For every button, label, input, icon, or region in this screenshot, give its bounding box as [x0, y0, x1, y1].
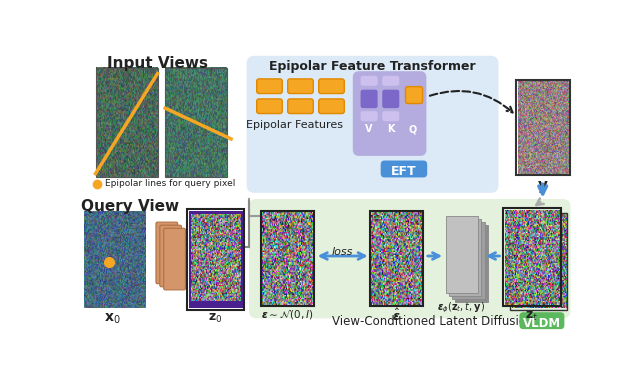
FancyBboxPatch shape — [406, 87, 422, 104]
Bar — [187, 209, 244, 310]
FancyBboxPatch shape — [353, 71, 426, 156]
Bar — [260, 211, 314, 306]
Bar — [446, 216, 478, 293]
FancyBboxPatch shape — [360, 90, 378, 108]
Bar — [370, 211, 423, 306]
Text: $\mathbf{x}_0$: $\mathbf{x}_0$ — [104, 312, 121, 326]
Bar — [189, 211, 243, 308]
Bar — [165, 68, 227, 177]
FancyBboxPatch shape — [382, 76, 399, 86]
Text: $\mathbf{z}_t$: $\mathbf{z}_t$ — [525, 310, 538, 323]
FancyBboxPatch shape — [257, 79, 282, 94]
Text: Epipolar Features: Epipolar Features — [246, 121, 343, 130]
FancyBboxPatch shape — [288, 99, 313, 114]
Text: V: V — [365, 124, 373, 134]
FancyBboxPatch shape — [381, 161, 428, 177]
Text: $\mathbf{y}$: $\mathbf{y}$ — [537, 179, 548, 195]
Text: $\hat{\boldsymbol{\epsilon}}$: $\hat{\boldsymbol{\epsilon}}$ — [392, 308, 401, 324]
Text: View-Conditioned Latent Diffusion: View-Conditioned Latent Diffusion — [332, 315, 533, 328]
Bar — [510, 213, 568, 310]
FancyBboxPatch shape — [164, 228, 186, 290]
FancyBboxPatch shape — [319, 79, 344, 94]
FancyBboxPatch shape — [156, 222, 178, 284]
Text: Q: Q — [408, 124, 417, 134]
FancyBboxPatch shape — [382, 90, 399, 108]
FancyBboxPatch shape — [257, 99, 282, 114]
Bar — [503, 208, 561, 306]
Text: $\boldsymbol{\epsilon}_\phi(\mathbf{z}_t, t, \mathbf{y})$: $\boldsymbol{\epsilon}_\phi(\mathbf{z}_t… — [437, 301, 485, 315]
FancyBboxPatch shape — [246, 56, 499, 193]
Bar — [95, 68, 157, 177]
Text: K: K — [387, 124, 394, 134]
Text: $\boldsymbol{\epsilon} \sim \mathcal{N}(0,\mathit{I})$: $\boldsymbol{\epsilon} \sim \mathcal{N}(… — [260, 308, 313, 321]
Text: $\mathbf{z}_0$: $\mathbf{z}_0$ — [209, 312, 223, 325]
FancyBboxPatch shape — [520, 312, 564, 329]
Bar — [452, 222, 484, 299]
Bar — [455, 225, 488, 302]
Text: VLDM: VLDM — [523, 317, 561, 330]
Text: Input Views: Input Views — [107, 56, 208, 71]
Text: Epipolar lines for query pixel: Epipolar lines for query pixel — [105, 179, 235, 188]
FancyBboxPatch shape — [160, 225, 182, 287]
Text: loss: loss — [332, 247, 353, 257]
FancyBboxPatch shape — [288, 79, 313, 94]
FancyBboxPatch shape — [319, 99, 344, 114]
Text: Query View: Query View — [81, 199, 179, 214]
Text: Epipolar Feature Transformer: Epipolar Feature Transformer — [269, 61, 476, 73]
FancyBboxPatch shape — [249, 199, 571, 319]
FancyBboxPatch shape — [382, 111, 399, 121]
FancyBboxPatch shape — [360, 76, 378, 86]
Bar — [449, 219, 481, 296]
Bar — [516, 80, 570, 175]
FancyBboxPatch shape — [360, 111, 378, 121]
Text: EFT: EFT — [391, 165, 417, 178]
